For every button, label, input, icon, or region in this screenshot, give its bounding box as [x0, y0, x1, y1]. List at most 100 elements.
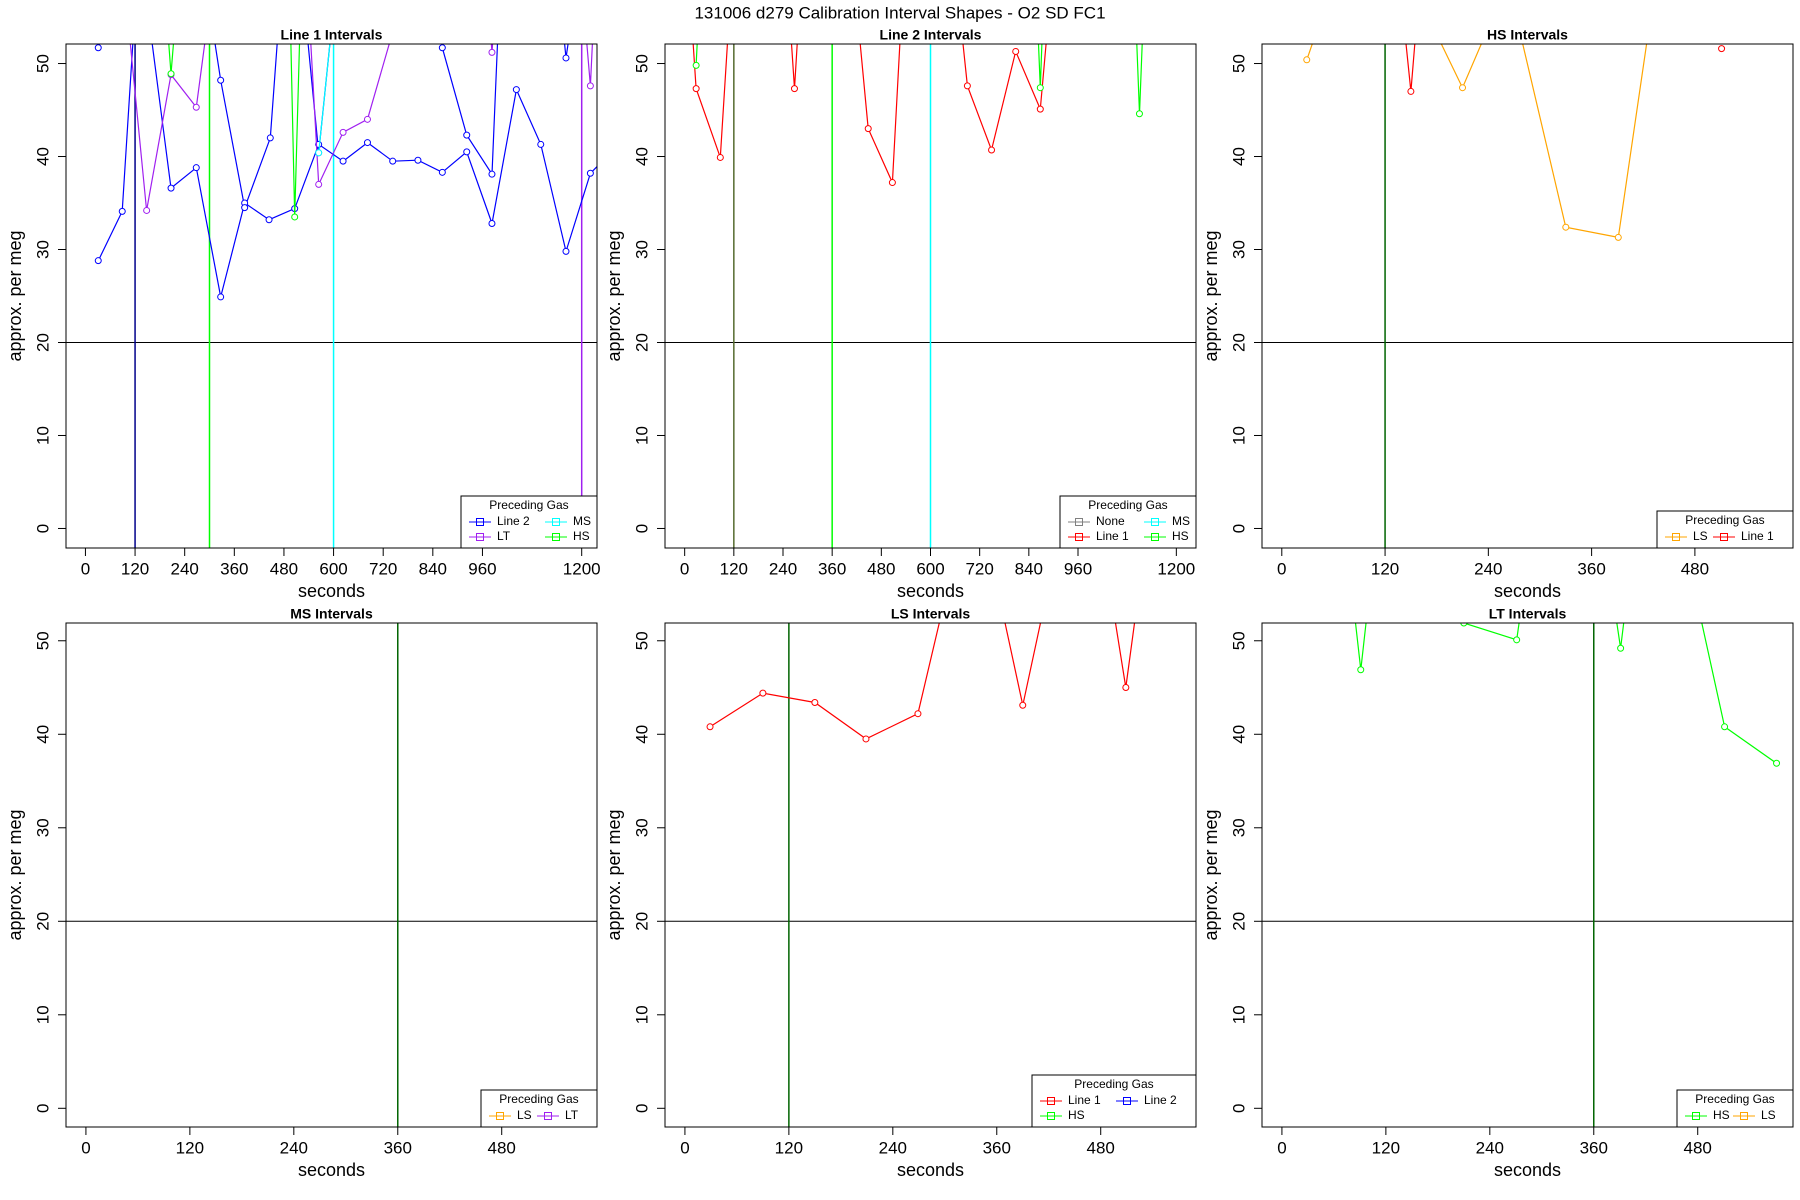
x-tick-label: 360	[1577, 559, 1605, 578]
x-tick-label: 840	[419, 559, 447, 578]
data-point	[339, 128, 347, 136]
data-point	[1122, 684, 1130, 692]
legend-label: MS	[1172, 514, 1190, 528]
y-tick-label: 0	[33, 524, 52, 533]
x-tick-label: 840	[1015, 559, 1043, 578]
data-point	[1367, 582, 1373, 588]
legend: Preceding Gas LS Line 1	[1656, 510, 1794, 549]
data-point	[163, 5, 169, 11]
y-tick-label: 40	[33, 725, 52, 744]
y-tick-label: 50	[632, 54, 651, 73]
data-point	[864, 125, 872, 133]
y-tick-label: 10	[1229, 426, 1248, 445]
x-tick-label: 120	[1372, 1138, 1400, 1157]
y-tick-label: 40	[1229, 725, 1248, 744]
legend-label: Line 1	[1741, 529, 1774, 543]
legend-swatch	[1692, 1112, 1700, 1120]
data-point	[241, 204, 249, 212]
data-point	[107, 5, 113, 11]
y-tick-label: 20	[632, 333, 651, 352]
data-point	[118, 207, 126, 215]
data-point	[1452, 582, 1458, 588]
x-tick-label: 360	[983, 1138, 1011, 1157]
legend-label: LS	[517, 1108, 532, 1122]
plot-frame	[664, 43, 1197, 549]
data-point	[692, 85, 700, 93]
data-point	[988, 146, 996, 154]
data-point	[1348, 582, 1354, 588]
data-point	[1649, 5, 1655, 11]
legend-swatch	[552, 533, 560, 541]
y-axis-label: approx. per meg	[5, 809, 25, 940]
legend-box	[480, 1089, 598, 1128]
data-point	[1460, 623, 1468, 627]
y-tick-label: 30	[33, 240, 52, 259]
y-tick-label: 0	[1229, 524, 1248, 533]
data-point	[599, 158, 605, 164]
data-point	[1773, 759, 1781, 767]
data-point	[562, 247, 570, 255]
x-tick-label: 120	[1371, 559, 1399, 578]
legend: Preceding Gas LS LT	[480, 1089, 598, 1128]
data-point	[143, 206, 151, 214]
y-tick-label: 20	[1229, 333, 1248, 352]
x-tick-label: 480	[1681, 559, 1709, 578]
panel: LT Intervals 0 10 20 30 40 50 0 120 240 360 480 seco…	[1201, 582, 1794, 1180]
x-tick-label: 960	[1064, 559, 1092, 578]
x-tick-label: 120	[775, 1138, 803, 1157]
legend-label: LT	[565, 1108, 579, 1122]
y-tick-label: 0	[1229, 1104, 1248, 1113]
data-point	[94, 257, 102, 265]
y-tick-label: 40	[632, 147, 651, 166]
data-point	[331, 5, 337, 11]
x-tick-label: 240	[769, 559, 797, 578]
data-point	[558, 5, 564, 11]
data-point	[331, 5, 337, 11]
data-point	[1415, 5, 1421, 11]
y-tick-label: 10	[1229, 1005, 1248, 1024]
legend-title: Preceding Gas	[1074, 1077, 1153, 1091]
x-tick-label: 600	[319, 559, 347, 578]
y-tick-label: 50	[1229, 631, 1248, 650]
data-point	[1513, 636, 1521, 644]
x-axis-label: seconds	[1494, 1160, 1561, 1180]
x-axis-label: seconds	[1494, 581, 1561, 601]
data-point	[1322, 5, 1328, 11]
data-point	[716, 153, 724, 161]
panel: HS Intervals 0 10 20 30 40 50 0 120 240 360 480 seco…	[1201, 5, 1794, 601]
data-point	[963, 82, 971, 90]
data-point	[488, 48, 496, 56]
plot-area	[665, 44, 1196, 548]
legend-box	[1656, 510, 1794, 549]
data-point	[562, 54, 570, 62]
data-point	[287, 5, 293, 11]
panel-title: Line 1 Intervals	[281, 27, 383, 43]
data-point	[315, 149, 323, 157]
y-tick-label: 0	[632, 524, 651, 533]
data-point	[438, 168, 446, 176]
data-point	[488, 219, 496, 227]
y-tick-label: 40	[33, 147, 52, 166]
data-point	[1718, 45, 1726, 53]
data-point	[167, 184, 175, 192]
data-point	[1608, 582, 1614, 588]
legend-label: LT	[497, 529, 511, 543]
plot-area	[1262, 5, 1793, 548]
series-line	[1306, 44, 1648, 239]
legend: Preceding Gas HS LS	[1676, 1089, 1794, 1128]
data-point	[217, 76, 225, 84]
legend-swatch	[1151, 518, 1159, 526]
data-point	[397, 5, 403, 11]
legend-swatch	[1740, 1112, 1748, 1120]
data-point	[537, 140, 545, 148]
data-point	[173, 5, 179, 11]
figure-title: 131006 d279 Calibration Interval Shapes …	[694, 3, 1105, 22]
y-tick-label: 40	[1229, 147, 1248, 166]
data-point	[414, 156, 422, 164]
data-point	[339, 157, 347, 165]
x-axis-label: seconds	[897, 1160, 964, 1180]
data-point	[512, 86, 520, 94]
data-point	[1421, 5, 1427, 11]
legend-title: Preceding Gas	[1695, 1092, 1774, 1106]
legend-label: MS	[573, 514, 591, 528]
